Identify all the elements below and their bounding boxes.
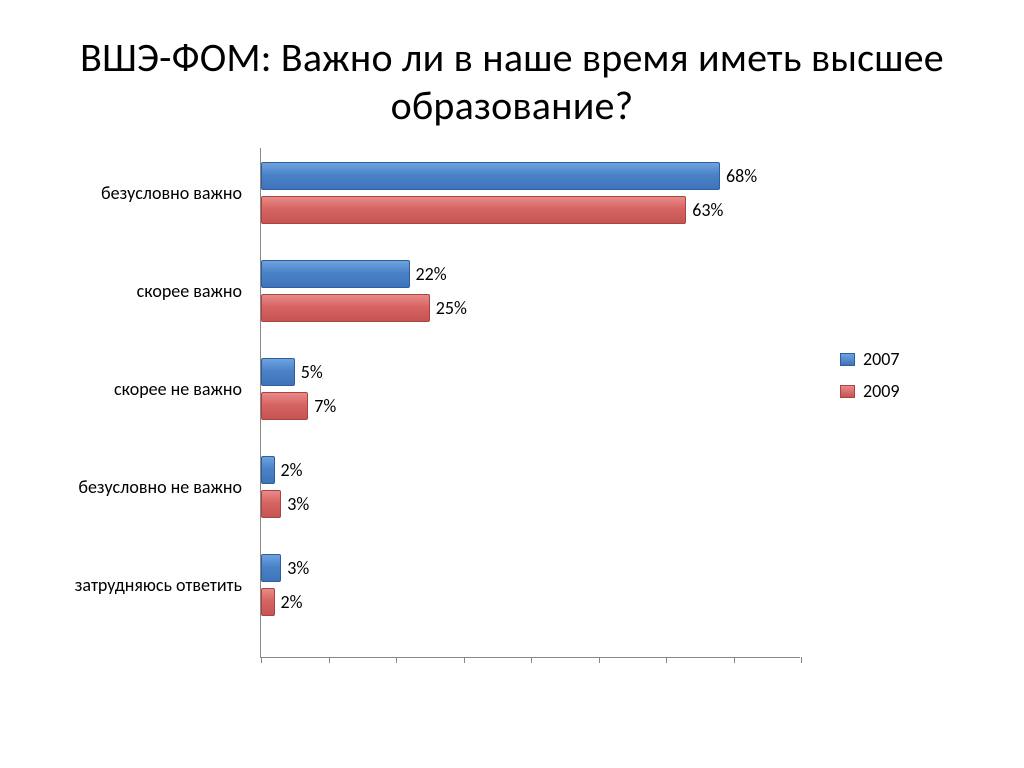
chart-area: безусловно важно 68%63% скорее важно 22% 25%…: [40, 148, 984, 678]
axis-tick: [396, 657, 397, 663]
bar-s2009: [261, 490, 281, 518]
category-label: скорее не важно: [40, 378, 250, 400]
legend-item-2007: 2007: [840, 348, 900, 370]
bar-s2007: [261, 260, 410, 288]
legend-swatch-icon: [840, 385, 855, 398]
legend-swatch-icon: [840, 353, 855, 366]
bar-s2007: [261, 162, 720, 190]
legend-item-2009: 2009: [840, 380, 900, 402]
bar-s2009: [261, 392, 308, 420]
bar-value-label: 3%: [287, 557, 309, 579]
bar-value-label: 2%: [281, 459, 303, 481]
bar-value-label: 3%: [287, 493, 309, 515]
axis-tick: [666, 657, 667, 663]
plot-area: [260, 148, 800, 658]
bar-chart: безусловно важно 68%63% скорее важно 22% 25%…: [40, 148, 810, 678]
bar-value-label: 5%: [301, 361, 323, 383]
bar-s2007: [261, 554, 281, 582]
legend-label: 2009: [863, 380, 900, 402]
axis-tick: [329, 657, 330, 663]
bar-value-label: 25%: [436, 297, 467, 319]
bar-s2009: [261, 588, 275, 616]
bar-value-label: 7%: [314, 395, 336, 417]
bar-value-label: 2%: [281, 591, 303, 613]
bar-s2007: [261, 358, 295, 386]
bar-s2009: [261, 294, 430, 322]
axis-tick: [531, 657, 532, 663]
axis-tick: [261, 657, 262, 663]
page-title: ВШЭ-ФОМ: Важно ли в наше время иметь выс…: [40, 34, 984, 130]
bar-value-label: 68%: [726, 165, 757, 187]
axis-tick: [801, 657, 802, 663]
slide: ВШЭ-ФОМ: Важно ли в наше время иметь выс…: [0, 0, 1024, 768]
axis-tick: [464, 657, 465, 663]
bar-value-label: 63%: [692, 199, 723, 221]
legend-label: 2007: [863, 348, 900, 370]
category-label: безусловно важно: [40, 182, 250, 204]
legend: 2007 2009: [840, 348, 900, 412]
category-label: скорее важно: [40, 280, 250, 302]
bar-s2007: [261, 456, 275, 484]
bar-value-label: 22%: [416, 263, 447, 285]
category-label: затрудняюсь ответить: [40, 574, 250, 596]
axis-tick: [734, 657, 735, 663]
category-label: безусловно не важно: [40, 476, 250, 498]
axis-tick: [599, 657, 600, 663]
bar-s2009: [261, 196, 686, 224]
